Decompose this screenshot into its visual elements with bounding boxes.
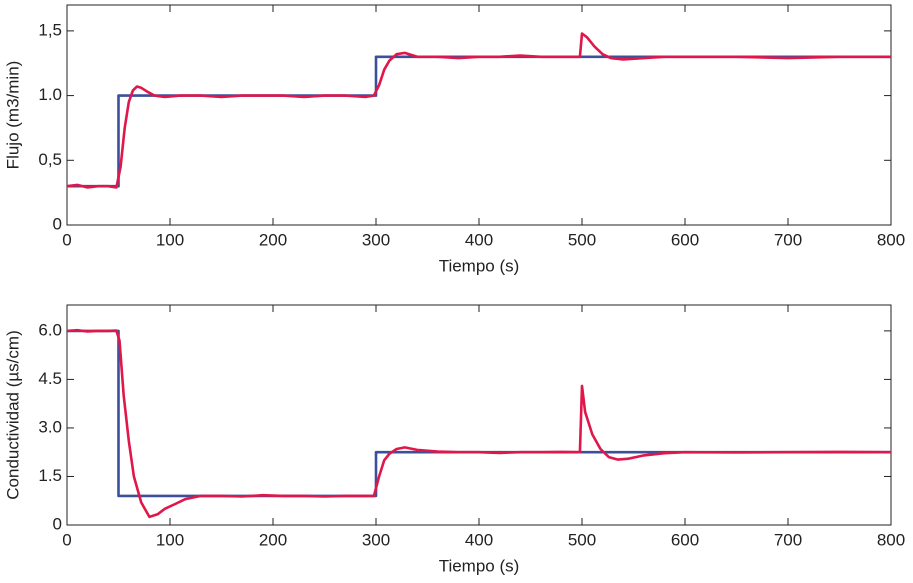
x-axis-label: Tiempo (s) — [439, 256, 520, 275]
x-tick-label: 0 — [62, 230, 71, 249]
y-tick-label: 3.0 — [38, 417, 62, 436]
x-tick-label: 400 — [465, 530, 493, 549]
series-line — [66, 328, 892, 519]
plot-frame — [66, 304, 892, 526]
y-tick-label: 0 — [53, 514, 62, 533]
x-tick-label: 100 — [156, 530, 184, 549]
y-tick-label: 0 — [53, 214, 62, 233]
y-tick-label: 1.0 — [38, 85, 62, 104]
plot-frame — [66, 4, 892, 226]
y-tick-label: 4.5 — [38, 369, 62, 388]
x-tick-label: 800 — [877, 230, 905, 249]
y-tick-label: 1,5 — [38, 20, 62, 39]
x-tick-label: 200 — [259, 230, 287, 249]
x-axis-label: Tiempo (s) — [439, 556, 520, 575]
x-tick-label: 300 — [362, 230, 390, 249]
series-line — [67, 329, 891, 498]
series-line — [66, 32, 891, 189]
x-tick-label: 600 — [671, 530, 699, 549]
x-tick-label: 800 — [877, 530, 905, 549]
x-tick-label: 700 — [774, 230, 802, 249]
y-tick-label: 6.0 — [38, 320, 62, 339]
y-axis-label: Flujo (m3/min) — [3, 61, 22, 170]
x-tick-label: 500 — [568, 230, 596, 249]
x-tick-label: 700 — [774, 530, 802, 549]
y-tick-label: 1.5 — [38, 466, 62, 485]
x-tick-label: 400 — [465, 230, 493, 249]
x-tick-label: 100 — [156, 230, 184, 249]
x-tick-label: 600 — [671, 230, 699, 249]
x-tick-label: 0 — [62, 530, 71, 549]
x-tick-label: 300 — [362, 530, 390, 549]
series-line — [67, 55, 891, 188]
x-tick-label: 500 — [568, 530, 596, 549]
x-tick-label: 200 — [259, 530, 287, 549]
y-axis-label: Conductividad (µs/cm) — [3, 330, 22, 499]
y-tick-label: 0,5 — [38, 150, 62, 169]
